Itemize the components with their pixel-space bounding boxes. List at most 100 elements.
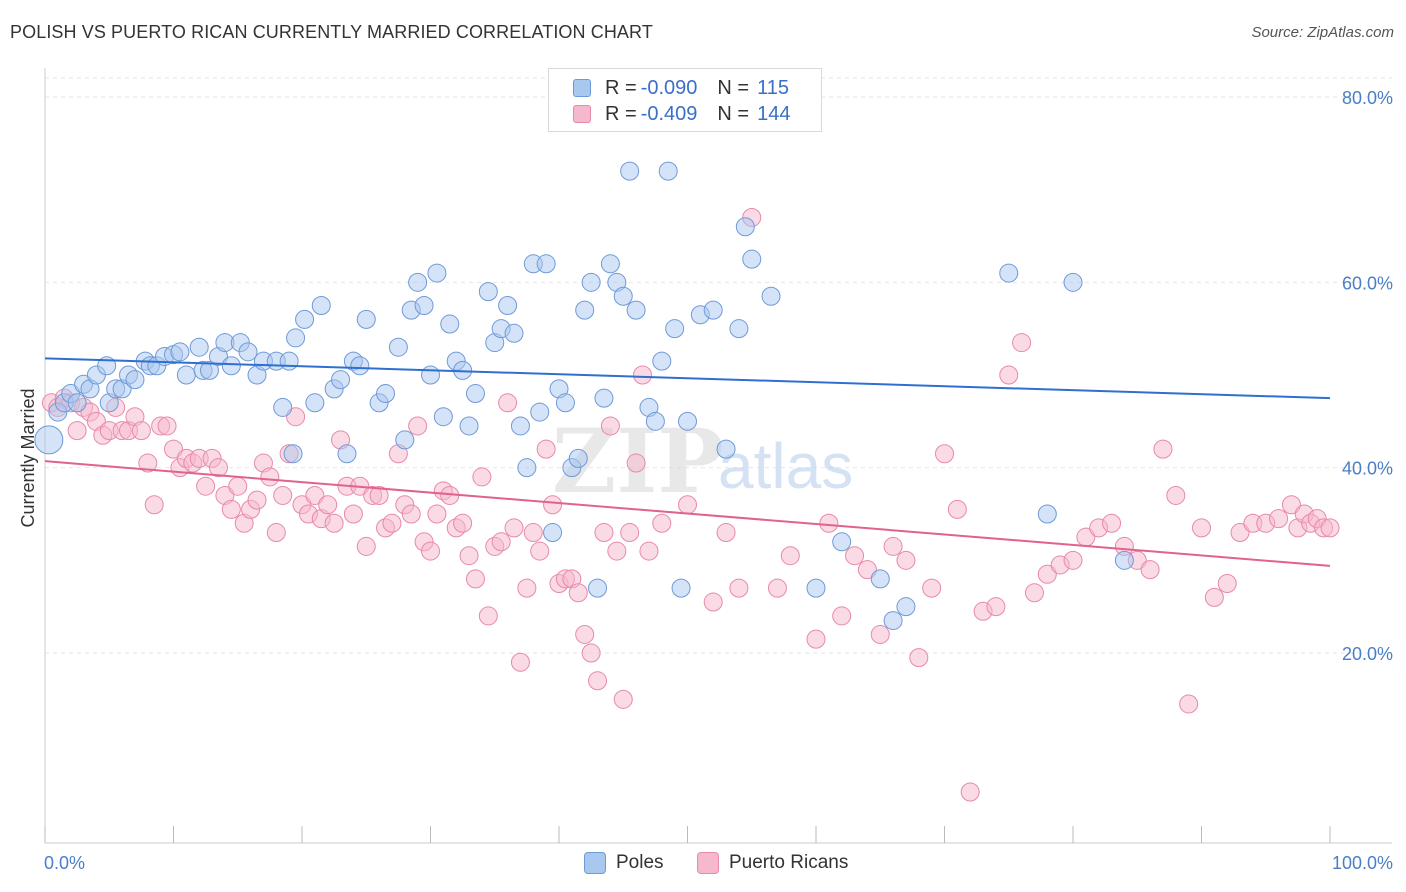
poles-point	[588, 578, 608, 598]
poles-point	[498, 296, 518, 315]
puerto-ricans-point	[845, 546, 865, 566]
poles-point	[395, 430, 415, 450]
correlation-legend: R = -0.090 N = 115 R = -0.409 N = 144	[548, 68, 822, 132]
puerto-ricans-point	[260, 467, 280, 487]
poles-point	[67, 393, 87, 413]
puerto-ricans-point	[453, 513, 473, 533]
poles-point	[870, 569, 890, 589]
watermark-atlas: atlas	[718, 430, 853, 502]
poles-point	[626, 300, 646, 320]
puerto-ricans-point	[164, 439, 183, 459]
poles-point	[295, 309, 315, 329]
poles-point	[832, 532, 852, 552]
chart-title: POLISH VS PUERTO RICAN CURRENTLY MARRIED…	[10, 22, 653, 42]
poles-point	[279, 351, 299, 371]
puerto-ricans-point	[517, 578, 537, 598]
source-label: Source: ZipAtlas.com	[1251, 24, 1394, 41]
poles-point	[350, 356, 370, 376]
puerto-ricans-point	[588, 671, 608, 691]
poles-point	[761, 286, 781, 306]
puerto-ricans-point	[273, 485, 293, 505]
legend-n-label: N =	[717, 76, 750, 99]
trend-lines	[44, 357, 1331, 567]
legend-n-value: 115	[757, 76, 789, 99]
poles-point	[305, 393, 325, 413]
legend-item-puerto-ricans: Puerto Ricans	[697, 852, 848, 874]
puerto-ricans-point	[343, 504, 363, 524]
poles-point	[337, 444, 357, 464]
puerto-ricans-point	[369, 485, 389, 505]
poles-point	[703, 300, 723, 320]
puerto-ricans-point	[986, 597, 1006, 617]
puerto-ricans-point	[947, 499, 967, 519]
poles-point	[999, 263, 1019, 283]
puerto-ricans-point	[716, 523, 736, 543]
poles-swatch	[573, 79, 591, 97]
legend-row-poles: R = -0.090 N = 115	[573, 75, 789, 101]
axis-labels: 20.0% 40.0% 60.0% 80.0% 0.0% 100.0% Currently …	[18, 88, 1393, 873]
puerto-ricans-point	[999, 365, 1019, 385]
legend-n-label: N =	[717, 102, 750, 125]
puerto-ricans-point	[221, 499, 241, 519]
poles-point	[536, 254, 556, 274]
poles-point	[568, 448, 588, 468]
legend-r-value: -0.409	[640, 102, 698, 125]
puerto-ricans-point	[1269, 509, 1289, 529]
puerto-ricans-point	[286, 407, 306, 427]
puerto-ricans-point	[1217, 574, 1237, 593]
poles-point	[199, 360, 219, 380]
puerto-ricans-point	[575, 624, 595, 644]
series-legend: Poles Puerto Ricans	[0, 852, 1406, 878]
puerto-ricans-point	[678, 495, 697, 515]
puerto-ricans-point	[613, 689, 633, 709]
puerto-ricans-point	[607, 541, 627, 561]
poles-point	[645, 411, 665, 431]
puerto-ricans-point	[1102, 513, 1122, 533]
puerto-ricans-point	[382, 513, 402, 533]
poles-point	[575, 300, 595, 320]
poles-point	[1037, 504, 1057, 524]
puerto-ricans-point	[960, 782, 980, 802]
poles-point	[273, 397, 293, 417]
poles-point	[896, 597, 916, 617]
puerto-ricans-point	[1179, 694, 1199, 714]
puerto-ricans-point	[504, 518, 524, 538]
poles-point	[414, 296, 434, 315]
puerto-ricans-point	[510, 652, 530, 672]
puerto-ricans-point	[208, 458, 228, 478]
poles-point	[459, 416, 479, 436]
puerto-ricans-points	[41, 207, 1340, 802]
puerto-ricans-point	[144, 495, 164, 515]
legend-r-label: R =	[605, 76, 637, 99]
x-tick-label: 100.0%	[1332, 853, 1393, 873]
poles-point	[356, 309, 376, 329]
puerto-ricans-point	[465, 569, 485, 589]
poles-point	[600, 254, 620, 274]
poles-point	[716, 439, 736, 459]
poles-point	[388, 337, 408, 357]
poles-point	[678, 411, 697, 431]
puerto-ricans-point	[498, 393, 518, 413]
puerto-ricans-point	[896, 550, 916, 570]
poles-point	[34, 425, 64, 455]
puerto-ricans-point	[639, 541, 659, 561]
puerto-ricans-point	[491, 532, 511, 552]
poles-point	[742, 249, 762, 269]
puerto-ricans-point	[1166, 485, 1186, 505]
puerto-ricans-point	[1153, 439, 1173, 459]
poles-point	[221, 356, 241, 376]
puerto-ricans-point	[780, 546, 800, 566]
puerto-ricans-point	[857, 560, 877, 580]
puerto-ricans-point	[131, 421, 151, 441]
poles-point	[510, 416, 530, 436]
y-axis-label: Currently Married	[18, 388, 38, 527]
poles-point	[408, 272, 428, 292]
poles-point	[427, 263, 447, 283]
puerto-ricans-point	[523, 523, 543, 543]
legend-item-poles: Poles	[584, 852, 664, 874]
legend-r-label: R =	[605, 102, 637, 125]
poles-point	[421, 365, 440, 385]
puerto-ricans-point	[318, 495, 338, 515]
